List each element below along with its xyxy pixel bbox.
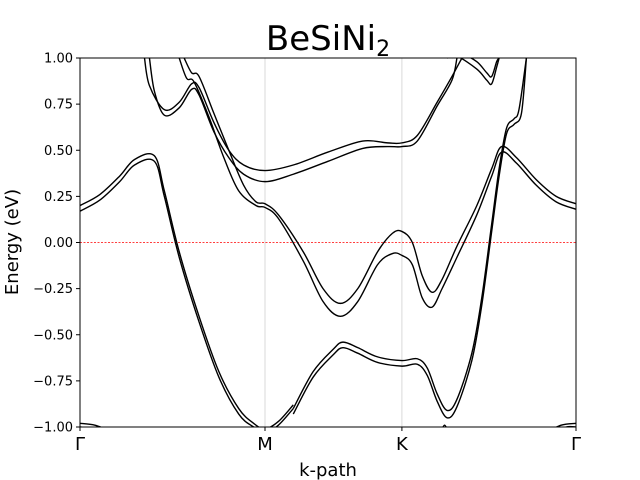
y-axis-ticks: 1.00 0.75 0.50 0.25 0.00 −0.25 −0.50 −0.75 −1.00 bbox=[33, 52, 80, 436]
band-line bbox=[447, 58, 500, 86]
y-tick-label: 0.75 bbox=[44, 98, 73, 113]
y-tick-label: 0.50 bbox=[44, 144, 73, 159]
band-line bbox=[80, 158, 294, 427]
band-line bbox=[80, 422, 103, 427]
band-line bbox=[183, 58, 576, 305]
chart-title: BeSiNi2 bbox=[266, 19, 390, 62]
y-tick-label: −0.75 bbox=[33, 374, 73, 389]
band-line bbox=[143, 58, 463, 172]
y-tick-label: 1.00 bbox=[44, 52, 73, 67]
band-line bbox=[555, 422, 576, 427]
band-line bbox=[292, 58, 528, 419]
kpoint-label: Γ bbox=[75, 434, 85, 455]
band-line bbox=[80, 426, 87, 427]
kpoint-label: K bbox=[396, 434, 409, 455]
band-line bbox=[178, 58, 576, 318]
band-line bbox=[148, 58, 458, 183]
y-tick-label: −1.00 bbox=[33, 421, 73, 436]
y-tick-label: −0.25 bbox=[33, 282, 73, 297]
y-axis-label: Energy (eV) bbox=[2, 189, 23, 295]
kpoint-label: Γ bbox=[571, 434, 581, 455]
band-line bbox=[452, 58, 500, 78]
y-tick-label: 0.25 bbox=[44, 190, 73, 205]
kpoint-label: M bbox=[257, 434, 273, 455]
band-line bbox=[292, 58, 528, 412]
band-line bbox=[442, 424, 447, 427]
y-tick-label: −0.50 bbox=[33, 328, 73, 343]
y-tick-label: 0.00 bbox=[44, 236, 73, 251]
x-axis-label: k-path bbox=[299, 460, 357, 480]
band-line bbox=[80, 152, 294, 427]
band-lines bbox=[80, 58, 576, 427]
